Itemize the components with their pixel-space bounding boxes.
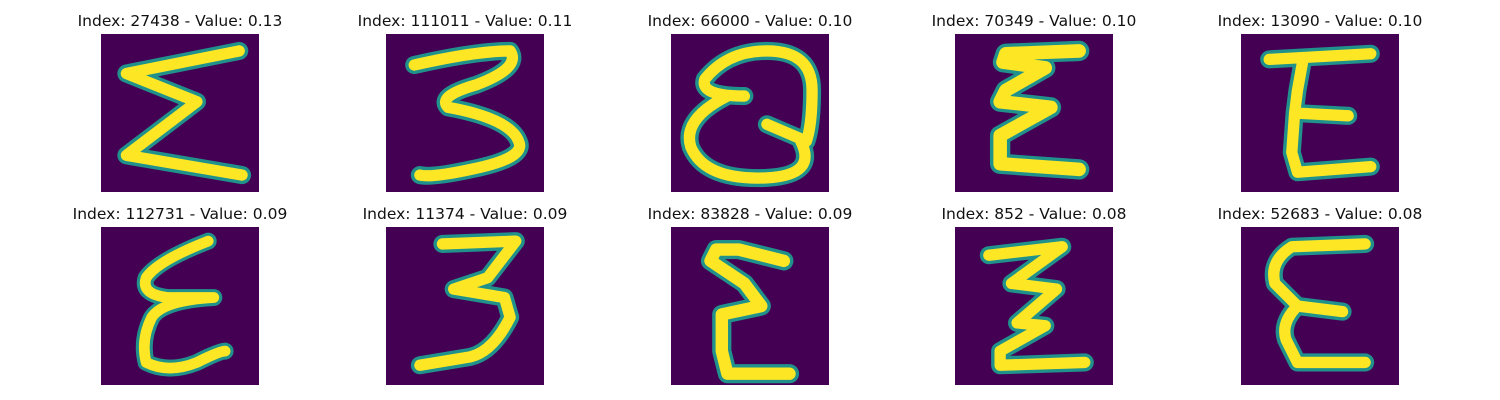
panel-title: Index: 70349 - Value: 0.10	[894, 12, 1174, 30]
digit-image	[1241, 34, 1399, 192]
digit-image	[671, 34, 829, 192]
digit-image	[1241, 227, 1399, 385]
panel-title: Index: 13090 - Value: 0.10	[1180, 12, 1460, 30]
panel-4: Index: 70349 - Value: 0.10	[894, 0, 1174, 190]
panel-title: Index: 27438 - Value: 0.13	[40, 12, 320, 30]
panel-title: Index: 52683 - Value: 0.08	[1180, 205, 1460, 223]
panel-10: Index: 52683 - Value: 0.08	[1180, 193, 1460, 383]
digit-image	[955, 227, 1113, 385]
digit-image	[101, 34, 259, 192]
digit-image	[101, 227, 259, 385]
panel-7: Index: 11374 - Value: 0.09	[325, 193, 605, 383]
panel-title: Index: 66000 - Value: 0.10	[610, 12, 890, 30]
panel-title: Index: 83828 - Value: 0.09	[610, 205, 890, 223]
digit-image	[386, 227, 544, 385]
panel-title: Index: 111011 - Value: 0.11	[325, 12, 605, 30]
panel-8: Index: 83828 - Value: 0.09	[610, 193, 890, 383]
digit-image	[386, 34, 544, 192]
panel-3: Index: 66000 - Value: 0.10	[610, 0, 890, 190]
digit-image	[671, 227, 829, 385]
panel-9: Index: 852 - Value: 0.08	[894, 193, 1174, 383]
panel-6: Index: 112731 - Value: 0.09	[40, 193, 320, 383]
panel-title: Index: 852 - Value: 0.08	[894, 205, 1174, 223]
panel-2: Index: 111011 - Value: 0.11	[325, 0, 605, 190]
panel-5: Index: 13090 - Value: 0.10	[1180, 0, 1460, 190]
panel-title: Index: 112731 - Value: 0.09	[40, 205, 320, 223]
panel-title: Index: 11374 - Value: 0.09	[325, 205, 605, 223]
panel-1: Index: 27438 - Value: 0.13	[40, 0, 320, 190]
digit-image	[955, 34, 1113, 192]
